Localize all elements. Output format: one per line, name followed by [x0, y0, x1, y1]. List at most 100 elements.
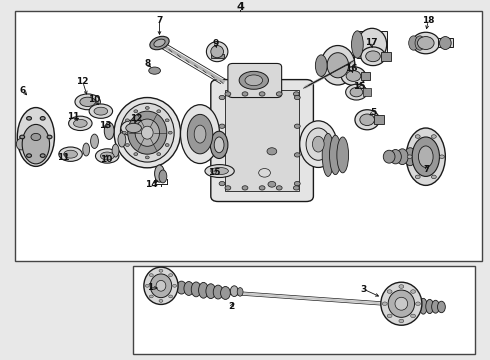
Circle shape [20, 135, 25, 139]
Circle shape [294, 181, 300, 186]
Bar [15, 12, 482, 261]
Ellipse shape [418, 146, 433, 167]
Ellipse shape [16, 138, 26, 150]
Ellipse shape [396, 149, 408, 165]
Ellipse shape [355, 110, 379, 130]
FancyBboxPatch shape [211, 80, 314, 202]
Circle shape [431, 175, 436, 179]
Circle shape [125, 144, 129, 147]
Ellipse shape [144, 267, 178, 305]
Ellipse shape [361, 47, 385, 66]
Circle shape [47, 135, 52, 139]
Ellipse shape [142, 126, 153, 139]
Ellipse shape [357, 28, 387, 60]
Circle shape [259, 186, 265, 190]
Circle shape [225, 92, 231, 96]
Circle shape [26, 117, 31, 120]
Ellipse shape [337, 137, 348, 173]
Ellipse shape [300, 121, 337, 167]
Ellipse shape [156, 280, 166, 291]
Ellipse shape [327, 53, 348, 78]
Circle shape [40, 117, 45, 120]
Ellipse shape [154, 39, 165, 47]
Circle shape [276, 92, 282, 96]
Circle shape [157, 153, 161, 156]
Circle shape [134, 110, 138, 113]
Ellipse shape [121, 103, 174, 162]
Circle shape [169, 295, 172, 298]
Ellipse shape [322, 134, 334, 176]
Ellipse shape [69, 116, 92, 131]
Ellipse shape [91, 134, 98, 148]
Text: 14: 14 [145, 180, 157, 189]
Circle shape [294, 92, 299, 96]
Circle shape [146, 107, 149, 109]
Bar [438, 39, 453, 47]
Circle shape [411, 314, 416, 318]
Text: 4: 4 [236, 2, 244, 12]
Ellipse shape [321, 45, 355, 85]
Circle shape [125, 119, 129, 122]
Ellipse shape [194, 125, 206, 143]
Ellipse shape [245, 75, 263, 86]
Text: 15: 15 [353, 82, 365, 91]
Bar [374, 115, 384, 125]
Circle shape [382, 302, 387, 306]
Ellipse shape [406, 128, 445, 185]
Circle shape [134, 153, 138, 156]
Bar [363, 88, 370, 96]
Text: 11: 11 [67, 112, 79, 121]
Text: 12: 12 [130, 114, 143, 123]
Circle shape [411, 290, 416, 293]
Circle shape [31, 134, 41, 140]
Ellipse shape [150, 274, 172, 298]
Circle shape [440, 155, 444, 158]
Ellipse shape [75, 94, 100, 110]
Circle shape [399, 285, 404, 288]
Circle shape [146, 284, 149, 287]
Ellipse shape [345, 84, 367, 100]
Ellipse shape [180, 105, 220, 163]
Ellipse shape [350, 87, 363, 97]
Circle shape [165, 119, 169, 122]
Circle shape [259, 92, 265, 96]
Circle shape [169, 274, 172, 276]
Circle shape [219, 124, 225, 129]
Circle shape [219, 153, 225, 157]
Ellipse shape [341, 67, 366, 85]
Ellipse shape [114, 98, 180, 168]
Text: 3: 3 [360, 284, 367, 293]
Ellipse shape [360, 114, 374, 126]
Ellipse shape [206, 284, 216, 298]
Ellipse shape [404, 148, 416, 166]
Ellipse shape [440, 37, 451, 49]
Text: 9: 9 [213, 39, 219, 48]
Text: 7: 7 [423, 165, 430, 174]
Text: 10: 10 [99, 155, 112, 164]
Ellipse shape [237, 288, 243, 296]
Ellipse shape [316, 55, 327, 76]
Ellipse shape [383, 150, 395, 163]
Bar [381, 51, 391, 61]
Ellipse shape [426, 300, 434, 314]
Text: 11: 11 [57, 153, 70, 162]
Ellipse shape [121, 120, 147, 136]
Ellipse shape [220, 287, 230, 300]
Ellipse shape [89, 104, 113, 118]
Ellipse shape [417, 37, 434, 49]
Circle shape [168, 131, 172, 134]
Circle shape [146, 156, 149, 159]
Bar [361, 72, 370, 80]
Ellipse shape [96, 149, 119, 163]
Circle shape [416, 302, 420, 306]
Ellipse shape [214, 137, 224, 153]
Circle shape [149, 274, 153, 276]
Ellipse shape [412, 137, 440, 176]
Text: 16: 16 [345, 64, 358, 73]
Circle shape [225, 186, 231, 190]
Circle shape [165, 144, 169, 147]
Circle shape [294, 153, 300, 157]
Ellipse shape [351, 31, 363, 58]
Text: 6: 6 [20, 86, 26, 95]
FancyBboxPatch shape [228, 63, 282, 98]
